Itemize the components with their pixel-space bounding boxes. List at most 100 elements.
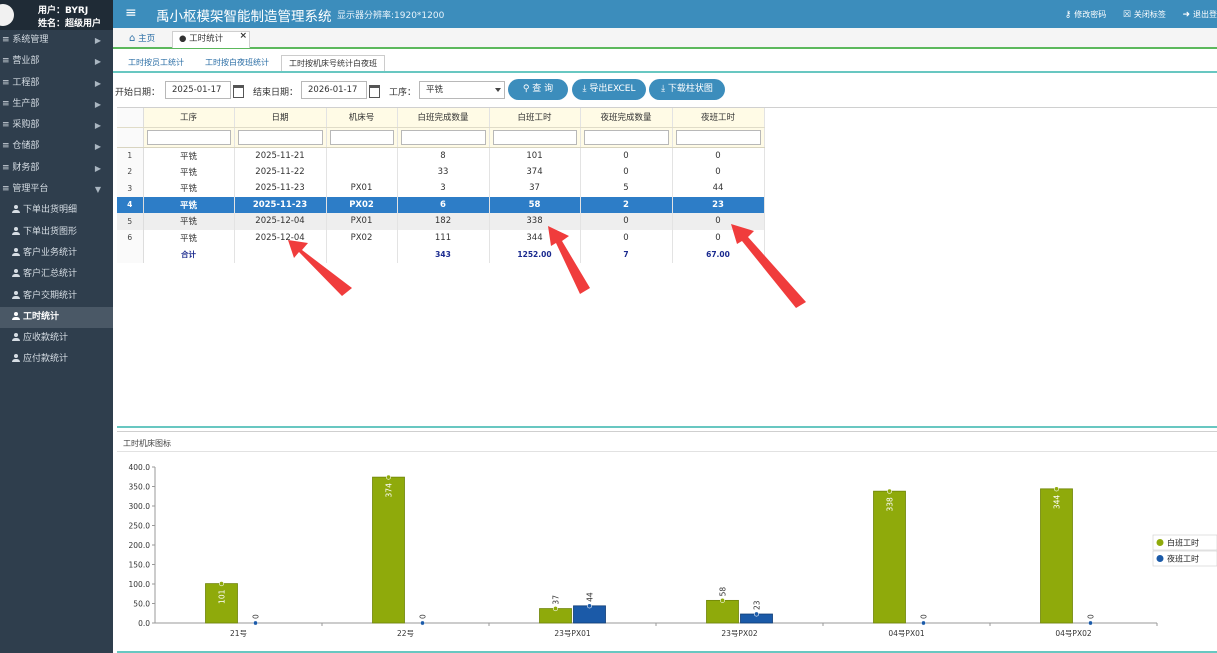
filter-cell xyxy=(326,127,398,148)
divider xyxy=(117,451,1217,452)
table-cell: 182 xyxy=(397,213,490,230)
query-button[interactable]: ⚲ 查 询 xyxy=(508,79,568,100)
column-filter-input[interactable] xyxy=(675,129,761,145)
sidebar-item-sales[interactable]: ≡ 营业部 ▶ xyxy=(0,51,113,72)
chevron-right-icon: ▶ xyxy=(94,57,101,67)
table-cell: 111 xyxy=(397,229,490,246)
y-tick-label: 300.0 xyxy=(129,502,151,511)
work-hours-table: 工序 日期 机床号 白班完成数量 白班工时 夜班完成数量 夜班工时 xyxy=(117,108,765,263)
table-cell: 344 xyxy=(489,229,581,246)
sidebar-item-production[interactable]: ≡ 生产部 ▶ xyxy=(0,94,113,115)
sidebar-item-label: ≡ 生产部 xyxy=(2,98,40,109)
user-panel: 用户：BYRJ 姓名：超级用户 xyxy=(0,0,113,30)
sidebar-subitem-customer-business[interactable]: 客户业务统计 xyxy=(0,243,113,264)
subtab-by-shift[interactable]: 工时按白夜班统计 xyxy=(205,58,269,67)
sidebar-subitem-receivables[interactable]: 应收款统计 xyxy=(0,328,113,349)
row-number: 1 xyxy=(117,147,144,164)
table-cell: 2025-11-23 xyxy=(234,196,327,213)
table-row[interactable]: 1 平铣 2025-11-21 8 101 0 0 xyxy=(117,147,765,164)
chevron-down-icon xyxy=(495,88,501,92)
sidebar-item-engineering[interactable]: ≡ 工程部 ▶ xyxy=(0,73,113,94)
sidebar-item-system[interactable]: ≡ 系统管理 ▶ xyxy=(0,30,113,51)
column-filter-input[interactable] xyxy=(237,129,323,145)
column-header[interactable]: 白班完成数量 xyxy=(397,108,490,128)
process-select[interactable]: 平铣 xyxy=(419,81,505,99)
row-number-header xyxy=(117,108,144,128)
logout-link[interactable]: ➜ 退出登 xyxy=(1182,10,1217,20)
y-tick-label: 50.0 xyxy=(133,600,150,609)
bar-marker xyxy=(586,603,592,609)
end-date-label: 结束日期： xyxy=(253,88,299,98)
start-date-input[interactable]: 2025-01-17 xyxy=(165,81,231,99)
table-row[interactable]: 2 平铣 2025-11-22 33 374 0 0 xyxy=(117,163,765,180)
column-filter-input[interactable] xyxy=(146,129,231,145)
column-header[interactable]: 工序 xyxy=(143,108,235,128)
column-header[interactable]: 夜班工时 xyxy=(672,108,765,128)
sub-tabs: 工时按员工统计 工时按白夜班统计 工时按机床号统计白夜班 xyxy=(113,51,1217,73)
bar-day xyxy=(1040,488,1073,624)
download-chart-label: 下载柱状图 xyxy=(667,84,713,94)
screen-resolution: 显示器分辨率:1920*1200 xyxy=(337,11,445,21)
user-icon xyxy=(12,333,20,342)
table-row[interactable]: 3 平铣 2025-11-23 PX01 3 37 5 44 xyxy=(117,180,765,197)
column-filter-input[interactable] xyxy=(583,129,669,145)
chevron-right-icon: ▶ xyxy=(94,36,101,45)
column-filter-input[interactable] xyxy=(492,129,577,145)
logout-icon: ➜ xyxy=(1182,10,1190,20)
sidebar-item-label: ≡ 财务部 xyxy=(2,162,40,173)
filter-bar: 开始日期： 2025-01-17 结束日期： 2026-01-17 工序： 平铣… xyxy=(113,76,1217,106)
export-excel-button[interactable]: ⤓ 导出EXCEL xyxy=(572,79,646,100)
sidebar-subitem-work-hours[interactable]: 工时统计 xyxy=(0,306,113,329)
sidebar-subitem-order-detail[interactable]: 下单出货明细 xyxy=(0,200,113,221)
y-tick-label: 150.0 xyxy=(129,561,151,570)
column-header[interactable]: 白班工时 xyxy=(489,108,581,128)
sidebar-subitem-order-chart[interactable]: 下单出货图形 xyxy=(0,222,113,243)
chevron-right-icon: ▶ xyxy=(94,121,101,131)
close-icon[interactable]: × xyxy=(239,31,247,41)
table-row[interactable]: 5 平铣 2025-12-04 PX01 182 338 0 0 xyxy=(117,213,765,230)
sidebar-item-finance[interactable]: ≡ 财务部 ▶ xyxy=(0,158,113,179)
calendar-icon[interactable] xyxy=(231,81,245,99)
hamburger-menu-icon[interactable]: ≡ xyxy=(125,5,137,21)
subtab-by-machine-shift[interactable]: 工时按机床号统计白夜班 xyxy=(281,55,385,71)
sidebar-subitem-customer-summary[interactable]: 客户汇总统计 xyxy=(0,264,113,285)
tab-home[interactable]: ⌂ 主页 xyxy=(123,31,161,48)
page-tabs: ⌂ 主页 ● 工时统计 × xyxy=(113,28,1217,49)
row-number: 4 xyxy=(117,196,144,213)
column-header[interactable]: 夜班完成数量 xyxy=(580,108,673,128)
bar-marker xyxy=(253,620,259,626)
table-row[interactable]: 6 平铣 2025-12-04 PX02 111 344 0 0 xyxy=(117,229,765,246)
totals-cell xyxy=(326,246,398,263)
work-hours-bar-chart: 0.0 50.0 100.0 150.0 200.0 250.0 300.0 350.0 400… xyxy=(129,463,1217,638)
sidebar-subitem-customer-delivery[interactable]: 客户交期统计 xyxy=(0,286,113,307)
calendar-icon[interactable] xyxy=(367,81,381,99)
sidebar-subitem-payables[interactable]: 应付款统计 xyxy=(0,349,113,370)
user-icon xyxy=(12,269,20,278)
y-tick-label: 100.0 xyxy=(129,580,151,589)
subtab-by-employee[interactable]: 工时按员工统计 xyxy=(128,58,184,67)
sidebar-item-purchasing[interactable]: ≡ 采购部 ▶ xyxy=(0,115,113,136)
download-chart-button[interactable]: ⤓ 下载柱状图 xyxy=(649,79,725,100)
bar-marker xyxy=(719,597,725,603)
table-cell: 平铣 xyxy=(143,229,235,246)
table-cell: 374 xyxy=(489,163,581,180)
table-cell: PX01 xyxy=(326,213,398,230)
table-cell: 平铣 xyxy=(143,196,235,213)
change-password-link[interactable]: ⚷ 修改密码 xyxy=(1065,10,1107,20)
end-date-input[interactable]: 2026-01-17 xyxy=(301,81,367,99)
column-header[interactable]: 机床号 xyxy=(326,108,398,128)
column-filter-input[interactable] xyxy=(400,129,486,145)
sidebar-item-label: ≡ 系统管理 xyxy=(2,35,49,45)
bar-marker xyxy=(920,620,926,626)
sidebar-item-label: 客户交期统计 xyxy=(23,290,78,301)
column-header[interactable]: 日期 xyxy=(234,108,327,128)
data-label: 344 xyxy=(1053,495,1062,510)
sidebar-item-warehouse[interactable]: ≡ 仓储部 ▶ xyxy=(0,136,113,157)
header-actions: ⚷ 修改密码 ☒ 关闭标签 ➜ 退出登 xyxy=(1051,9,1217,20)
tab-work-hours[interactable]: ● 工时统计 × xyxy=(172,31,250,48)
table-row-selected[interactable]: 4 平铣 2025-11-23 PX02 6 58 2 23 xyxy=(117,196,765,213)
sidebar-item-management[interactable]: ≡ 管理平台 ▼ xyxy=(0,179,113,200)
column-filter-input[interactable] xyxy=(329,129,394,145)
close-tabs-link[interactable]: ☒ 关闭标签 xyxy=(1123,10,1166,20)
sidebar-item-label: 客户汇总统计 xyxy=(23,269,78,280)
